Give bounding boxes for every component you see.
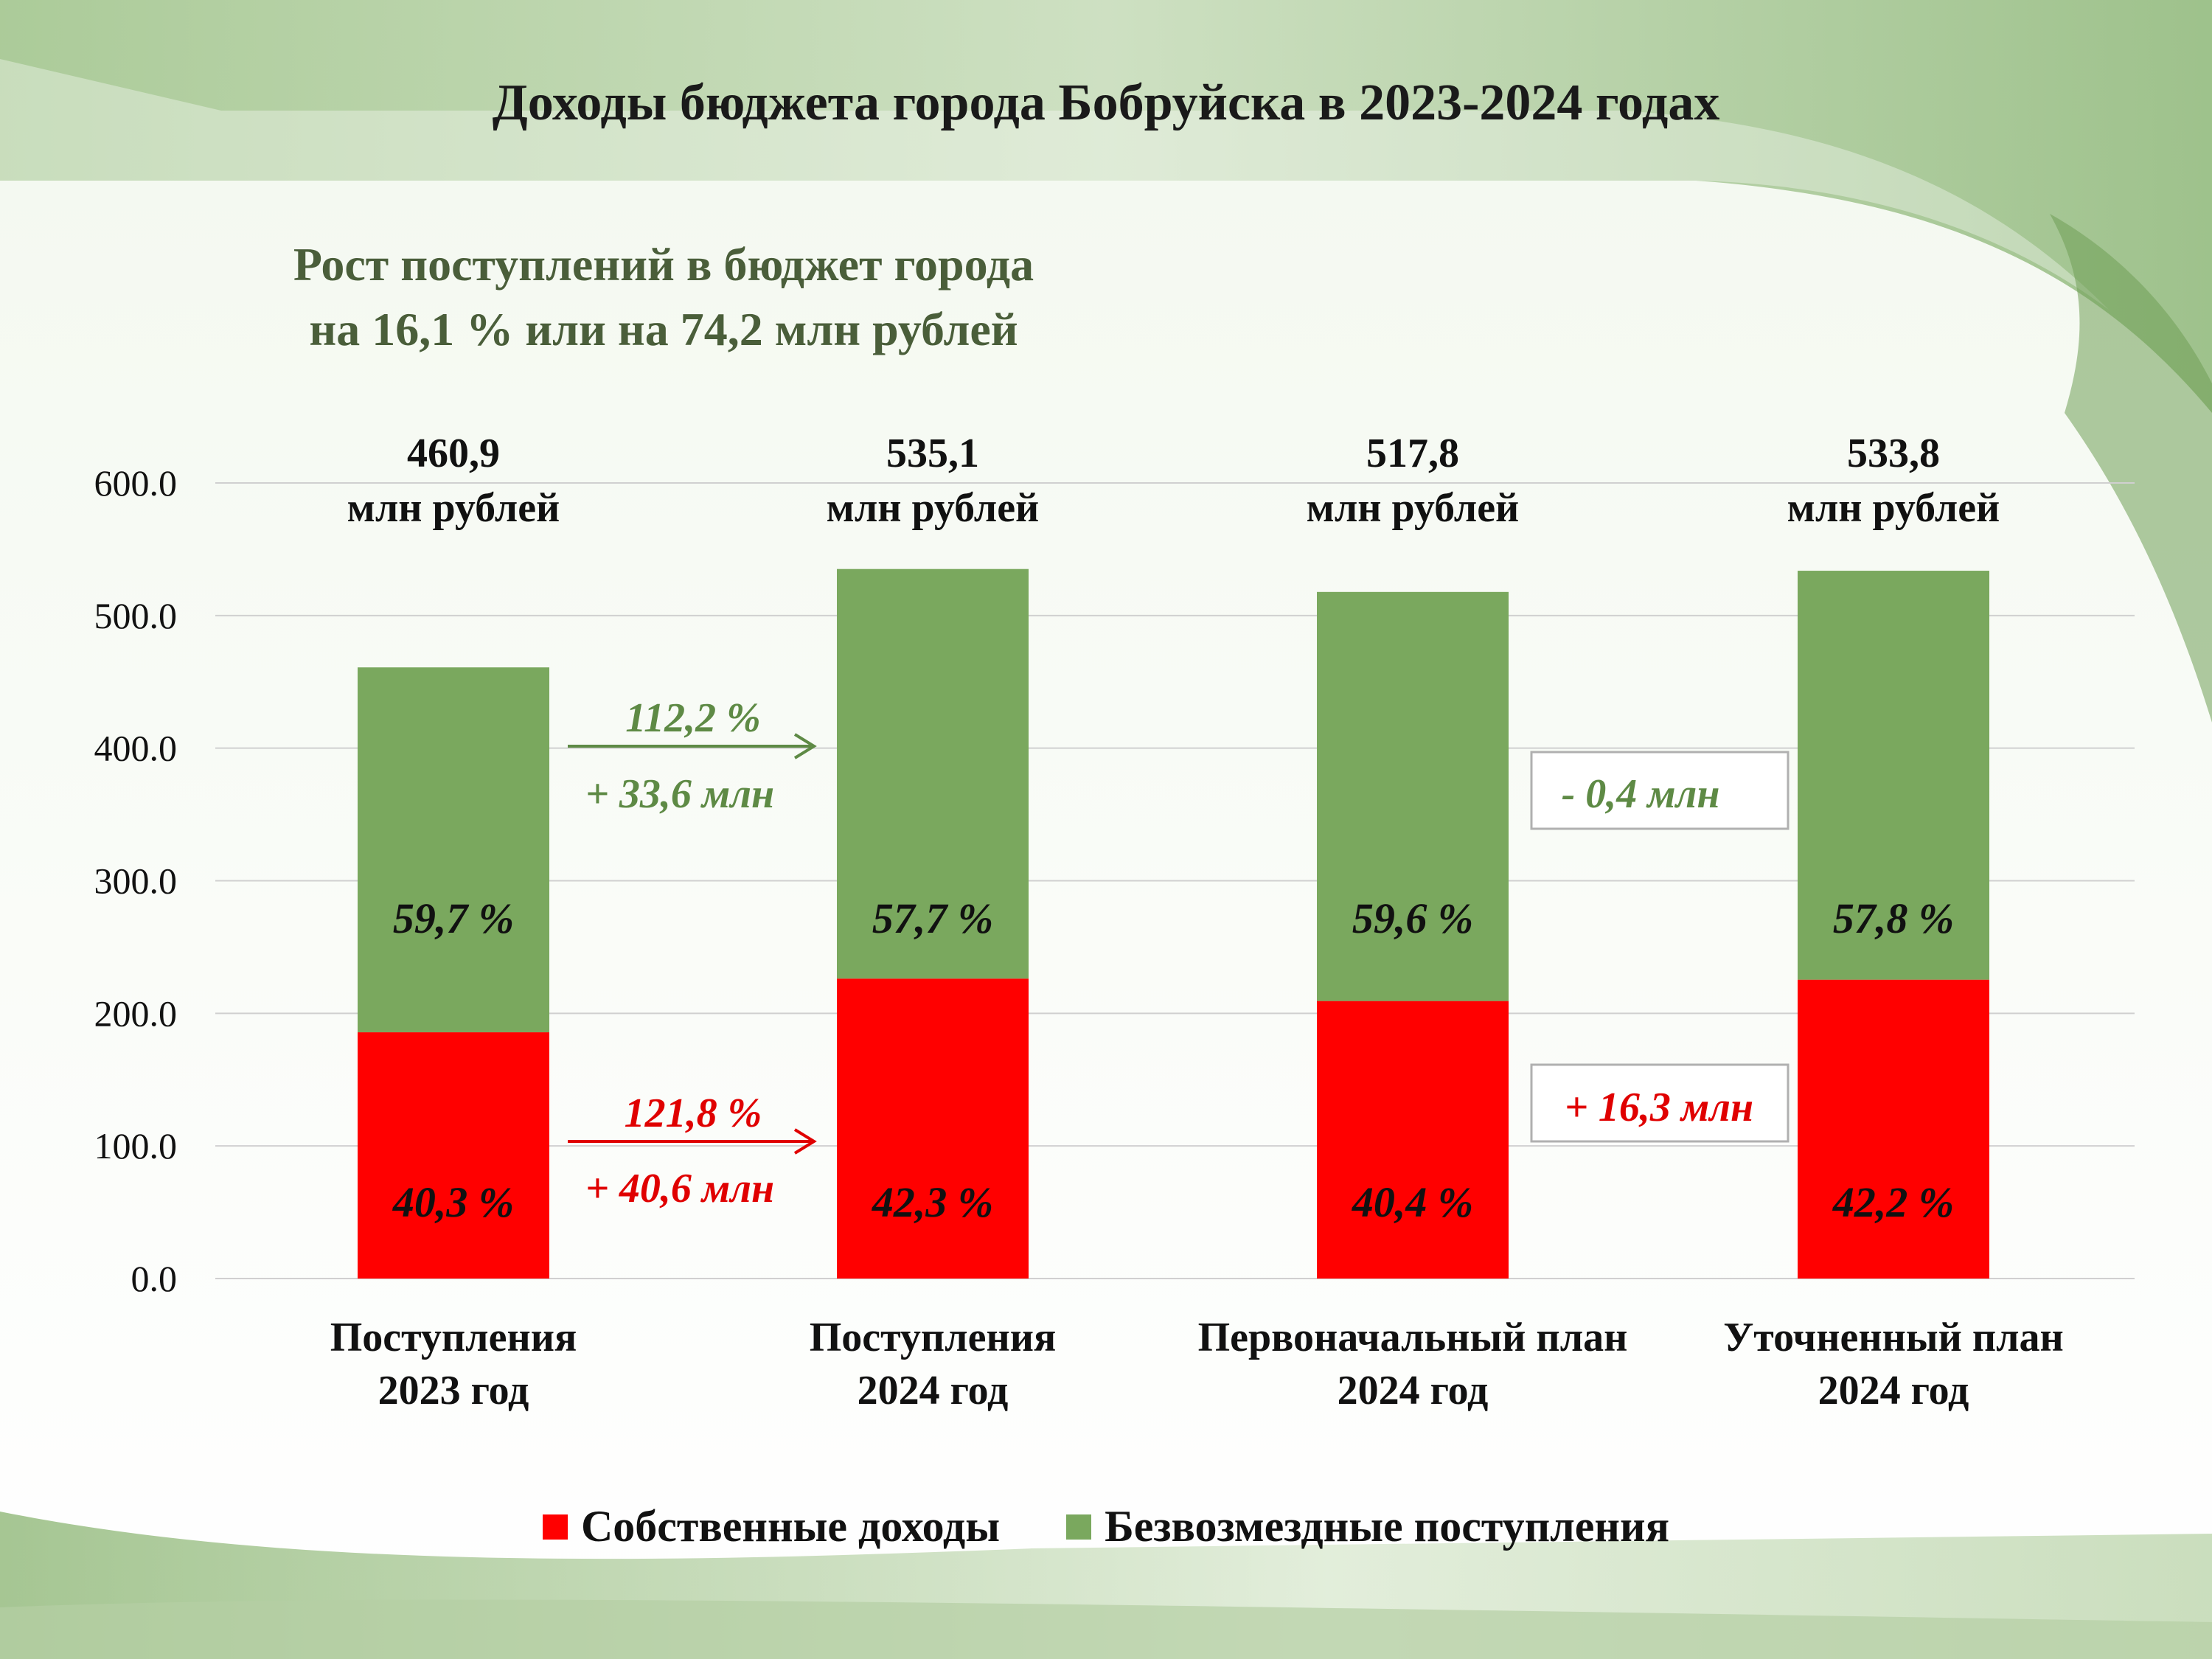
total-value-label: 533,8 (1847, 431, 1940, 476)
data-label-own: 42,2 % (1832, 1178, 1954, 1226)
growth-percent-own: 121,8 % (625, 1091, 762, 1136)
y-tick-label: 100.0 (94, 1125, 178, 1166)
legend-item-own: Собственные доходы (542, 1501, 1001, 1552)
total-value-label: 460,9 (407, 431, 500, 476)
x-category-label: Поступления (330, 1315, 577, 1360)
subtitle-line-1: Рост поступлений в бюджет города (293, 238, 1034, 291)
y-tick-label: 300.0 (94, 860, 178, 902)
y-tick-label: 0.0 (131, 1258, 178, 1299)
legend-label-grant: Безвозмездные поступления (1105, 1502, 1670, 1551)
bar-segment-grant (837, 568, 1029, 979)
total-value-label: 535,1 (886, 431, 979, 476)
growth-amount-grant: + 33,6 млн (585, 771, 774, 817)
delta-box-grant (1530, 751, 1790, 830)
x-category-label: Поступления (810, 1315, 1057, 1360)
x-category-label: Уточненный план (1723, 1315, 2064, 1360)
y-tick-label: 500.0 (94, 595, 178, 636)
x-category-label: 2023 год (378, 1368, 529, 1413)
page-title: Доходы бюджета города Бобруйска в 2023-2… (492, 74, 1720, 131)
y-tick-label: 400.0 (94, 728, 178, 769)
chart-legend: Собственные доходы Безвозмездные поступл… (0, 1501, 2212, 1552)
subtitle-line-2: на 16,1 % или на 74,2 млн рублей (309, 303, 1018, 355)
bar-segment-own (837, 978, 1029, 1279)
growth-arrow-grant-head (793, 733, 817, 759)
growth-arrow-own-head (793, 1128, 817, 1155)
bar-segment-own (1798, 979, 1989, 1279)
bar-segment-own (358, 1032, 549, 1279)
data-label-grant: 59,7 % (393, 894, 514, 942)
data-label-grant: 59,6 % (1352, 894, 1473, 942)
x-category-label: Первоначальный план (1198, 1315, 1628, 1360)
bar-segment-grant (1317, 591, 1509, 1001)
legend-swatch-own (542, 1514, 568, 1540)
growth-percent-grant: 112,2 % (625, 695, 761, 741)
total-unit-label: млн рублей (347, 485, 560, 531)
legend-swatch-grant (1066, 1514, 1092, 1540)
chart-subtitle: Рост поступлений в бюджет города на 16,1… (111, 232, 1217, 362)
data-label-own: 40,4 % (1352, 1178, 1473, 1226)
delta-box-own (1530, 1063, 1790, 1143)
legend-item-grant: Безвозмездные поступления (1066, 1501, 1669, 1552)
data-label-own: 42,3 % (872, 1178, 993, 1226)
y-tick-label: 200.0 (94, 992, 178, 1034)
data-label-grant: 57,8 % (1833, 894, 1954, 942)
total-unit-label: млн рублей (827, 485, 1040, 531)
data-label-own: 40,3 % (392, 1178, 514, 1226)
total-unit-label: млн рублей (1787, 485, 2000, 531)
y-tick-label: 600.0 (94, 462, 178, 504)
bar-segment-grant (1798, 571, 1989, 980)
bar-segment-grant (358, 667, 549, 1033)
delta-label-own: + 16,3 млн (1565, 1085, 1753, 1130)
x-category-label: 2024 год (1338, 1368, 1489, 1413)
data-label-grant: 57,7 % (872, 894, 993, 942)
total-value-label: 517,8 (1366, 431, 1459, 476)
delta-label-grant: - 0,4 млн (1562, 771, 1720, 817)
growth-amount-own: + 40,6 млн (585, 1166, 774, 1211)
bar-segment-own (1317, 1001, 1509, 1279)
x-category-label: 2024 год (1818, 1368, 1969, 1413)
legend-label-own: Собственные доходы (580, 1502, 1001, 1551)
x-category-label: 2024 год (858, 1368, 1009, 1413)
total-unit-label: млн рублей (1307, 485, 1520, 531)
